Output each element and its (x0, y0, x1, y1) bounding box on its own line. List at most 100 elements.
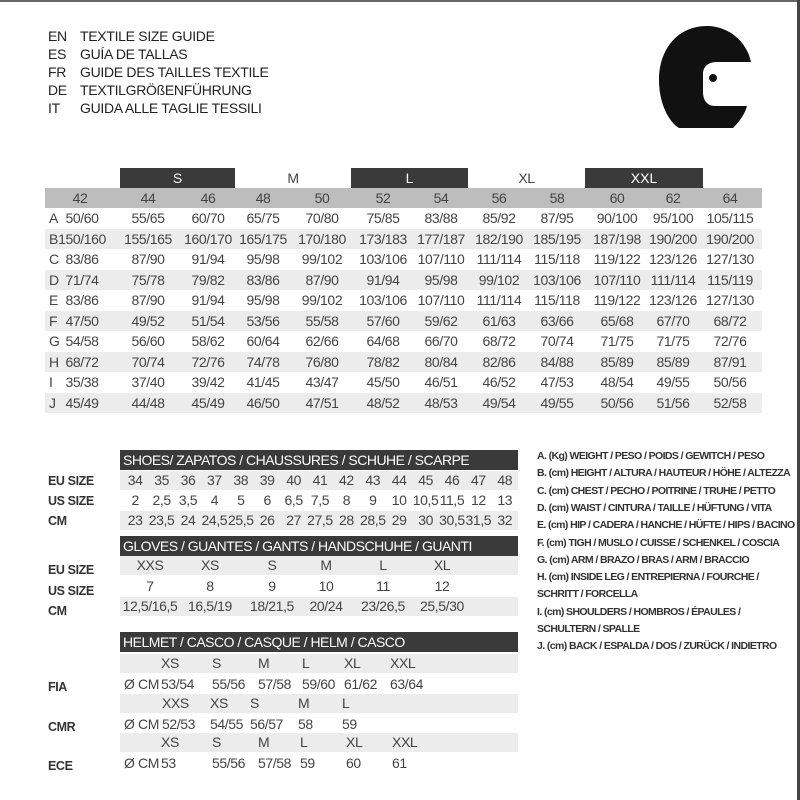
legend-item: A. (Kg) WEIGHT / PESO / POIDS / GEWITCH … (537, 450, 765, 462)
helmet-unit: Ø CM (124, 715, 159, 732)
size-header: 44 (140, 190, 156, 206)
row-label: A (49, 210, 58, 226)
table-cell: 127/130 (706, 251, 754, 267)
table-cell: 103/106 (359, 251, 407, 267)
helmet-value: 56/57 (250, 715, 284, 732)
table-cell: 115/118 (534, 292, 580, 308)
shoes-cell: 34 (127, 472, 143, 488)
row-label: I (49, 374, 53, 390)
table-cell: 50/56 (713, 374, 747, 390)
shoes-cell: 10 (391, 492, 407, 508)
shoes-cell: 24 (180, 512, 196, 528)
helmet-size: XL (346, 734, 363, 750)
shoes-cell: 46 (444, 472, 460, 488)
helmet-size: XXL (390, 655, 416, 671)
helmet-value: 57/58 (258, 755, 292, 771)
legend-item: SCHRITT / FORCELLA (537, 588, 638, 601)
shoes-cell: 25,5 (227, 512, 254, 528)
row-band (45, 310, 762, 331)
language-code: ES (48, 46, 67, 62)
table-cell: 46/50 (246, 394, 280, 411)
size-header: 62 (665, 190, 681, 206)
table-cell: 37/40 (131, 374, 165, 390)
table-cell: 83/86 (65, 292, 99, 308)
letter-size-header: S (120, 168, 235, 188)
table-cell: 123/126 (649, 292, 697, 308)
title-line: IT GUIDA ALLE TAGLIE TESSILI (48, 100, 262, 116)
legend-item: B. (cm) HEIGHT / ALTURA / HAUTEUR / HÖHE… (537, 467, 791, 480)
table-cell: 46/52 (482, 374, 516, 390)
table-cell: 49/52 (131, 312, 165, 329)
helmet-value: 58 (298, 715, 313, 732)
table-cell: 190/200 (706, 230, 754, 247)
table-cell: 72/76 (191, 353, 225, 370)
letter-size-header: XL (518, 170, 535, 186)
gloves-cell: XL (433, 557, 451, 573)
gloves-cell: 7 (146, 577, 154, 594)
table-cell: 103/106 (359, 292, 407, 308)
row-label: B (49, 230, 58, 247)
gloves-cell: 11 (376, 577, 390, 594)
helmet-size: XXL (392, 734, 418, 750)
table-cell: 91/94 (191, 251, 225, 267)
table-cell: 49/55 (540, 394, 574, 411)
table-cell: 75/78 (131, 271, 165, 288)
helmet-value: 59/60 (302, 676, 336, 692)
shoes-cell: 9 (369, 492, 377, 508)
helmet-icon (659, 26, 751, 128)
shoes-cell: 27 (286, 512, 301, 528)
table-cell: 123/126 (649, 251, 697, 267)
legend-item: D. (cm) WAIST / CINTURA / TAILLE / HÜFTU… (537, 501, 772, 514)
table-cell: 45/49 (65, 394, 99, 411)
table-cell: 177/187 (417, 230, 465, 247)
table-cell: 48/54 (600, 374, 634, 390)
top-border (0, 0, 800, 2)
table-cell: 84/88 (540, 353, 574, 370)
shoes-cell: 26 (259, 512, 275, 528)
gloves-cell: 12 (434, 577, 450, 594)
helmet-standard-label: FIA (48, 680, 67, 694)
row-label: H (49, 353, 59, 370)
helmet-value: 54/55 (210, 715, 244, 732)
table-cell: 50/56 (600, 394, 634, 411)
helmet-standard-label: CMR (48, 719, 76, 734)
helmet-value: 61 (392, 755, 407, 771)
row-band (45, 351, 762, 372)
helmet-size: XL (344, 655, 361, 671)
gloves-cell: S (267, 557, 277, 573)
table-cell: 45/49 (191, 394, 225, 411)
table-cell: 48/53 (424, 394, 458, 411)
letter-size-header: XXL (585, 168, 703, 188)
table-cell: 65/75 (246, 210, 280, 226)
shoes-cell: 28,5 (359, 512, 386, 528)
row-label: J (49, 394, 56, 411)
table-cell: 60/70 (191, 210, 225, 226)
table-cell: 51/56 (656, 394, 690, 411)
shoes-cell: 35 (154, 472, 169, 488)
row-band (120, 511, 518, 530)
title-text: GUIDE DES TAILLES TEXTILE (80, 64, 269, 80)
shoes-cell: 43 (365, 472, 381, 488)
helmet-size: XS (161, 734, 179, 750)
table-cell: 107/110 (593, 271, 641, 288)
helmet-size: L (300, 734, 308, 750)
helmet-size: XS (161, 655, 179, 671)
shoes-cell: 45 (418, 472, 433, 488)
shoes-cell: 4 (210, 492, 219, 508)
legend-item: J. (cm) BACK / ESPALDA / DOS / ZURÜCK / … (537, 640, 777, 653)
shoes-cell: 24,5 (201, 512, 228, 528)
helmet-size: XXS (162, 694, 189, 711)
size-header: 52 (375, 190, 391, 206)
row-band (120, 654, 518, 673)
table-cell: 99/102 (478, 271, 520, 288)
title-line: ES GUÍA DE TALLAS (48, 46, 188, 62)
gloves-cell: XS (201, 557, 219, 573)
table-cell: 95/98 (424, 271, 458, 288)
gloves-cell: 25,5/30 (420, 598, 464, 614)
shoes-cell: 27,5 (307, 512, 333, 528)
table-cell: 95/98 (246, 292, 280, 308)
helmet-value: 52/53 (162, 715, 196, 732)
table-cell: 111/114 (476, 292, 522, 308)
table-cell: 83/88 (424, 210, 458, 226)
gloves-cell: 8 (206, 577, 214, 594)
